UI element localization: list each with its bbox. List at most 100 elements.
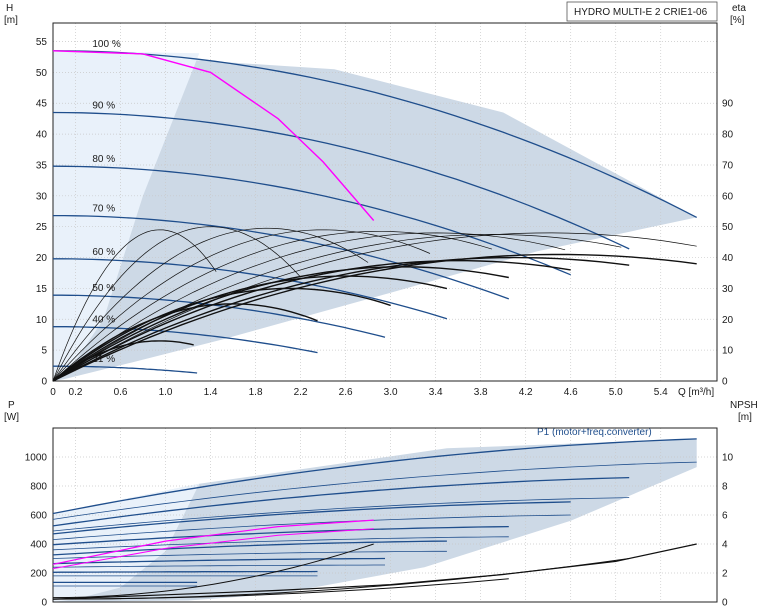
y-left-tick-label: 15 <box>36 284 48 295</box>
efficiency-curve-14 <box>52 256 630 382</box>
eta-axis-unit: [%] <box>730 15 745 26</box>
y-left-tick-label: 40 <box>36 130 48 141</box>
y-left-tick-label: 0 <box>41 377 47 388</box>
efficiency-curve-13 <box>52 259 571 382</box>
p1-curve-2 <box>52 501 571 535</box>
efficiency-curve-1 <box>52 226 301 382</box>
y-right-tick-label: 70 <box>722 160 734 171</box>
npsh-speed-curve-0 <box>52 543 374 599</box>
y-left-tick-label: 600 <box>30 511 47 522</box>
y-left-tick-label: 55 <box>36 37 48 48</box>
speed-label: 80 % <box>92 154 115 165</box>
x-tick-label: 1.4 <box>204 387 218 398</box>
p1-curve-1 <box>52 476 630 527</box>
y-right-tick-label: 60 <box>722 191 734 202</box>
y-left-tick-label: 5 <box>41 346 47 357</box>
y-right-tick-label: 0 <box>722 377 728 388</box>
x-tick-label: 1.0 <box>159 387 173 398</box>
p-axis-label: P <box>8 400 15 411</box>
plot-frame <box>52 427 718 603</box>
p2-curve-1 <box>52 497 630 532</box>
efficiency-curve-7 <box>52 232 697 382</box>
efficiency-curve-15 <box>52 253 697 382</box>
efficiency-curve-12 <box>52 266 509 382</box>
y-right-tick-label: 6 <box>722 511 728 522</box>
selected-p1-curve <box>52 519 374 565</box>
efficiency-curve-5 <box>52 232 566 382</box>
y-left-tick-label: 45 <box>36 99 48 110</box>
y-right-tick-label: 4 <box>722 540 728 551</box>
efficiency-curve-9 <box>52 303 318 382</box>
chart-title: HYDRO MULTI-E 2 CRIE1-06 <box>574 7 708 18</box>
y-left-tick-label: 20 <box>36 253 48 264</box>
selected-head-curve <box>52 50 375 221</box>
x-tick-label: 2.2 <box>294 387 308 398</box>
h-axis-label: H <box>6 3 13 14</box>
h-axis-unit: [m] <box>4 15 18 26</box>
npsh-axis-unit: [m] <box>738 412 752 423</box>
efficiency-curve-11 <box>52 275 448 382</box>
speed-label: 21 % <box>92 354 115 365</box>
y-right-tick-label: 50 <box>722 222 734 233</box>
y-right-tick-label: 20 <box>722 315 734 326</box>
selected-p2-curve <box>52 528 374 570</box>
head-curve-2 <box>52 165 571 276</box>
p2-curve-2 <box>52 514 571 540</box>
speed-label: 100 % <box>92 39 120 50</box>
x-tick-label: 3.0 <box>384 387 398 398</box>
x-tick-label: 2.6 <box>339 387 353 398</box>
y-left-tick-label: 400 <box>30 540 47 551</box>
head-curve-1 <box>52 111 630 250</box>
head-curve-0 <box>52 50 697 218</box>
power-npsh-plot: 0 200 400 600 800 1000 0 2 4 6 8 10 <box>25 427 734 609</box>
x-tick-label: 0.6 <box>114 387 128 398</box>
efficiency-curve-2 <box>52 227 369 382</box>
p1-curve-3 <box>52 525 509 546</box>
y-right-tick-label: 10 <box>722 346 734 357</box>
x-tick-label: 3.4 <box>429 387 443 398</box>
y-right-tick-label: 2 <box>722 569 728 580</box>
x-tick-label: 4.2 <box>519 387 533 398</box>
x-tick-label: 1.8 <box>249 387 263 398</box>
x-tick-label: 3.8 <box>474 387 488 398</box>
y-right-tick-label: 90 <box>722 99 734 110</box>
efficiency-curve-0 <box>52 229 217 382</box>
y-right-tick-label: 30 <box>722 284 734 295</box>
npsh-curve <box>52 543 697 600</box>
y-right-tick-label: 10 <box>722 453 734 464</box>
p2-curve-5 <box>52 564 385 568</box>
plot-frame <box>52 22 718 382</box>
y-right-tick-label: 40 <box>722 253 734 264</box>
p2-curve-3 <box>52 536 509 551</box>
y-left-tick-label: 10 <box>36 315 48 326</box>
x-tick-label: 5.0 <box>609 387 623 398</box>
p1-curve-6 <box>52 570 318 573</box>
y-right-tick-label: 80 <box>722 130 734 141</box>
y-left-tick-label: 50 <box>36 68 48 79</box>
speed-label: 90 % <box>92 101 115 112</box>
speed-label: 40 % <box>92 315 115 326</box>
p-axis-unit: [W] <box>4 412 19 423</box>
q-axis-label: Q [m³/h] <box>678 387 714 398</box>
eta-axis-label: eta <box>732 3 746 14</box>
light-area <box>53 50 200 382</box>
efficiency-curve-3 <box>52 229 431 382</box>
x-tick-label: 0 <box>50 387 56 398</box>
x-tick-label: 0.2 <box>69 387 83 398</box>
y-left-tick-label: 30 <box>36 191 48 202</box>
y-left-tick-label: 1000 <box>25 453 48 464</box>
head-curve-5 <box>53 294 386 338</box>
head-curve-6 <box>53 326 318 354</box>
y-right-tick-label: 0 <box>722 598 728 609</box>
head-efficiency-plot: 0 5 10 15 20 25 30 35 40 45 50 55 0 10 20 30 40 50 60 70 80 9… <box>36 22 734 398</box>
y-left-tick-label: 200 <box>30 569 47 580</box>
efficiency-curve-10 <box>52 287 391 382</box>
y-left-tick-label: 25 <box>36 222 48 233</box>
y-left-tick-label: 800 <box>30 482 47 493</box>
head-curve-3 <box>53 214 510 300</box>
npsh-axis-label: NPSH <box>730 400 758 411</box>
x-tick-label: 5.4 <box>654 387 668 398</box>
speed-label: 60 % <box>92 247 115 258</box>
y-right-tick-label: 8 <box>722 482 728 493</box>
